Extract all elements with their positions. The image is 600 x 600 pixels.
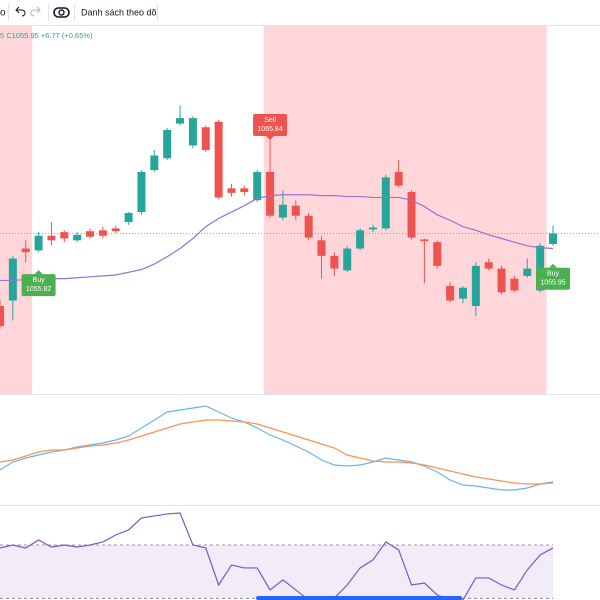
watchlist-button[interactable]: Danh sách theo dõi [81,7,159,17]
signal-arrow [34,270,43,275]
candle-body [446,285,455,301]
candle-body [163,129,172,159]
candle-body [34,235,43,251]
candle-body [317,240,326,256]
candle-body [381,177,390,229]
toolbar: o Danh sách theo dõi [0,0,600,26]
candle-body [420,239,429,242]
candle-body [21,248,30,253]
candle-body [47,235,56,241]
candle-body [214,121,223,198]
candle-body [484,262,493,269]
signal-box [21,274,56,297]
candle-body [60,232,69,239]
candle-body [201,127,210,151]
ohlc-legend: 5 C1055.95 +6.77 (+0.65%) [0,31,93,40]
candle-body [8,258,17,301]
position-shade [263,26,547,394]
candle-body [458,287,467,299]
redo-button[interactable] [30,6,41,17]
candle-body [137,171,146,213]
candle-body [510,278,519,291]
candle-body [240,188,249,192]
candle-body [86,231,95,237]
signal-label: Buy [547,271,560,278]
candle-body [278,204,287,218]
candle-body [291,205,300,216]
signal-arrow [266,136,275,141]
candle-body [73,234,82,241]
indicator-line [0,194,554,282]
macd-pane [0,405,554,491]
signal-price: 1055.82 [26,286,51,293]
candle-body [124,212,133,223]
indicator-line [0,405,554,491]
candle-body [368,227,377,230]
candle-body [176,118,185,124]
compare-icon [58,9,65,16]
candle-body [394,171,403,186]
signal-arrow [549,263,557,268]
candle-body [549,233,557,244]
candle-body [407,191,416,238]
candle-body [433,242,442,266]
candle-body [356,230,365,249]
candle-body [497,268,506,293]
candle-body [0,305,4,327]
candle-body [150,155,159,171]
signal-label: Buy [33,277,46,284]
candle-body [471,265,480,306]
candle-body [330,255,339,269]
undo-button[interactable] [15,6,26,17]
candle-body [98,230,107,236]
candle-body [343,248,352,271]
compare-button[interactable] [53,7,70,18]
toolbar-bg [0,0,600,25]
candle-body [523,268,532,276]
level-band [0,545,553,599]
candle-body [253,171,262,201]
signal-price: 1065.84 [257,126,282,133]
symbol-text[interactable]: o [0,8,6,19]
price-pane: Buy 1055.82 Sell 1065.84 Buy 1055.95 [0,26,600,394]
indicator-line [0,419,554,485]
candle-body [188,118,197,146]
candle-body [227,188,236,193]
rsi-pane [0,512,554,600]
candle-body [266,171,275,216]
signal-price: 1055.95 [540,280,565,287]
signal-box [536,267,570,290]
candle-body [111,228,120,232]
signal-box [253,114,288,137]
position-shade [0,26,33,394]
scrollbar[interactable] [256,596,462,600]
signal-label: Sell [264,117,276,124]
candle-body [304,215,313,238]
